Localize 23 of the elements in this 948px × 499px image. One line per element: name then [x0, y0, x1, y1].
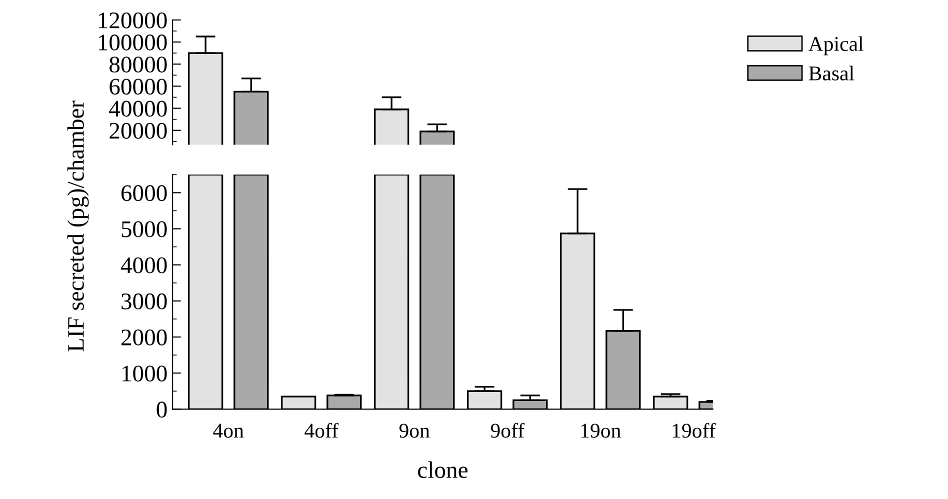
x-tick-label: 19off: [672, 422, 716, 438]
y-tick-label: 40000: [109, 100, 167, 117]
x-tick-label: 19on: [581, 424, 621, 438]
y-tick-label: 20000: [110, 122, 167, 139]
y-tick-label: 60000: [110, 78, 167, 95]
y-tick-label: 80000: [110, 56, 167, 73]
y-tick-label: 0: [156, 402, 167, 418]
y-axis-title: LIF secreted (pg)/chamber: [67, 100, 89, 352]
y-tick-label: 120000: [98, 12, 167, 28]
x-tick-label: 9on: [399, 424, 430, 438]
y-tick-label: 4000: [120, 257, 167, 274]
y-tick-label: 5000: [122, 221, 167, 238]
legend-label: Apical: [808, 36, 864, 56]
x-tick-label: 9off: [490, 422, 525, 438]
y-tick-label: 100000: [98, 34, 167, 50]
x-tick-label: 4off: [304, 422, 339, 438]
y-tick-label: 1000: [122, 366, 167, 382]
y-tick-label: 6000: [121, 185, 167, 202]
x-tick-label: 4on: [213, 424, 244, 438]
legend-label: Basal: [808, 66, 854, 80]
y-tick-label: 3000: [122, 293, 167, 310]
x-axis-title: clone: [418, 461, 468, 478]
y-tick-label: 2000: [121, 330, 167, 346]
